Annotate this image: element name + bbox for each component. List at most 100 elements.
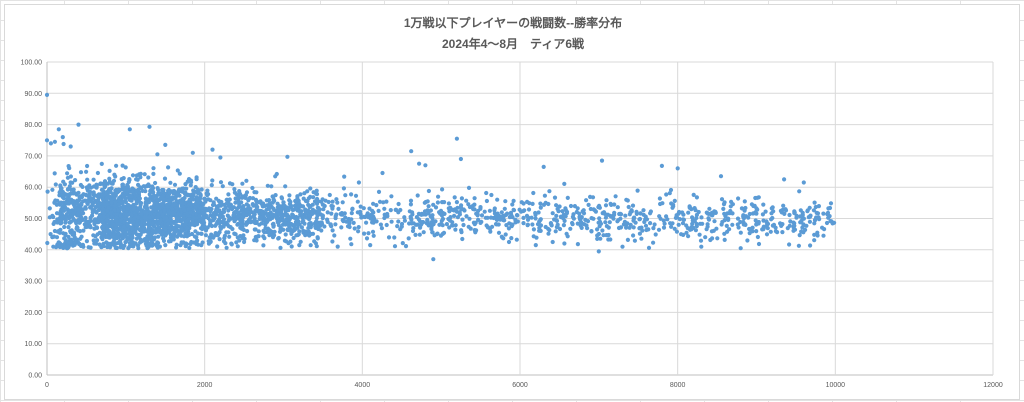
data-point (218, 226, 223, 231)
data-point (761, 227, 766, 232)
data-point (537, 228, 542, 233)
data-point (290, 207, 295, 212)
data-point (503, 232, 508, 237)
data-point (68, 191, 73, 196)
data-point (556, 209, 561, 214)
data-point (121, 194, 126, 199)
data-point (307, 217, 312, 222)
data-point (570, 214, 576, 219)
data-point (648, 221, 653, 226)
data-point (90, 213, 95, 218)
data-point (314, 188, 319, 193)
data-point (656, 227, 662, 232)
data-point (365, 211, 370, 216)
y-tick-label: 50.00 (24, 216, 42, 223)
data-point (142, 215, 147, 220)
data-point (618, 225, 623, 230)
data-point (285, 227, 290, 232)
data-point (148, 189, 153, 194)
data-point (134, 173, 139, 178)
data-point (813, 204, 818, 210)
data-point (88, 185, 94, 190)
data-point (356, 229, 361, 234)
data-point (417, 161, 422, 166)
data-point (812, 200, 817, 205)
data-point (628, 210, 633, 215)
x-tick-label: 8000 (670, 382, 686, 389)
data-point (210, 147, 215, 152)
data-point (185, 225, 190, 231)
data-point (78, 182, 83, 188)
data-point (371, 233, 376, 238)
data-point (174, 242, 179, 247)
data-point (52, 171, 57, 176)
data-point (92, 241, 97, 246)
data-point (410, 210, 415, 215)
data-point (724, 223, 729, 228)
data-point (316, 226, 321, 232)
data-point (433, 205, 439, 210)
data-point (174, 219, 179, 224)
data-point (778, 208, 784, 213)
data-point (102, 180, 107, 185)
data-point (340, 200, 345, 205)
data-point (245, 206, 250, 211)
data-point (608, 237, 613, 242)
data-point (409, 221, 414, 226)
data-point (315, 213, 320, 218)
data-point (483, 215, 488, 220)
data-point (235, 244, 240, 249)
data-point (519, 200, 524, 205)
data-point (328, 222, 333, 227)
data-point (95, 238, 100, 243)
data-point (151, 166, 156, 171)
data-point (598, 221, 604, 226)
data-point (670, 205, 675, 210)
data-point (182, 234, 187, 239)
data-point (119, 228, 124, 233)
data-point (438, 233, 444, 238)
data-point (385, 211, 390, 217)
x-tick-label: 10000 (826, 382, 846, 389)
data-point (471, 220, 476, 225)
data-point (330, 239, 335, 244)
data-point (662, 221, 667, 226)
data-point (787, 212, 792, 218)
data-point (384, 199, 389, 204)
data-point (71, 211, 76, 217)
data-point (626, 204, 631, 210)
data-point (536, 210, 541, 215)
data-point (808, 243, 813, 248)
data-point (147, 224, 152, 229)
data-point (361, 206, 366, 211)
data-point (458, 156, 463, 162)
data-point (450, 223, 455, 228)
data-point (769, 211, 774, 216)
data-point (248, 209, 253, 214)
data-point (95, 201, 100, 206)
data-point (85, 186, 90, 191)
data-point (149, 238, 154, 243)
data-point (107, 229, 112, 234)
data-point (218, 155, 223, 160)
data-point (811, 208, 817, 213)
data-point (464, 214, 469, 219)
data-point (812, 238, 817, 243)
data-point (118, 213, 123, 218)
data-point (135, 177, 140, 182)
data-point (58, 200, 64, 205)
data-point (552, 217, 557, 222)
data-point (704, 227, 709, 232)
data-point (295, 194, 300, 199)
data-point (155, 152, 160, 157)
data-point (803, 227, 808, 232)
data-point (763, 209, 768, 214)
data-point (120, 163, 125, 168)
data-point (533, 243, 538, 248)
data-points (44, 92, 837, 262)
data-point (435, 231, 440, 236)
data-point (298, 239, 303, 244)
data-point (603, 215, 609, 220)
data-point (446, 201, 451, 206)
data-point (194, 220, 199, 226)
